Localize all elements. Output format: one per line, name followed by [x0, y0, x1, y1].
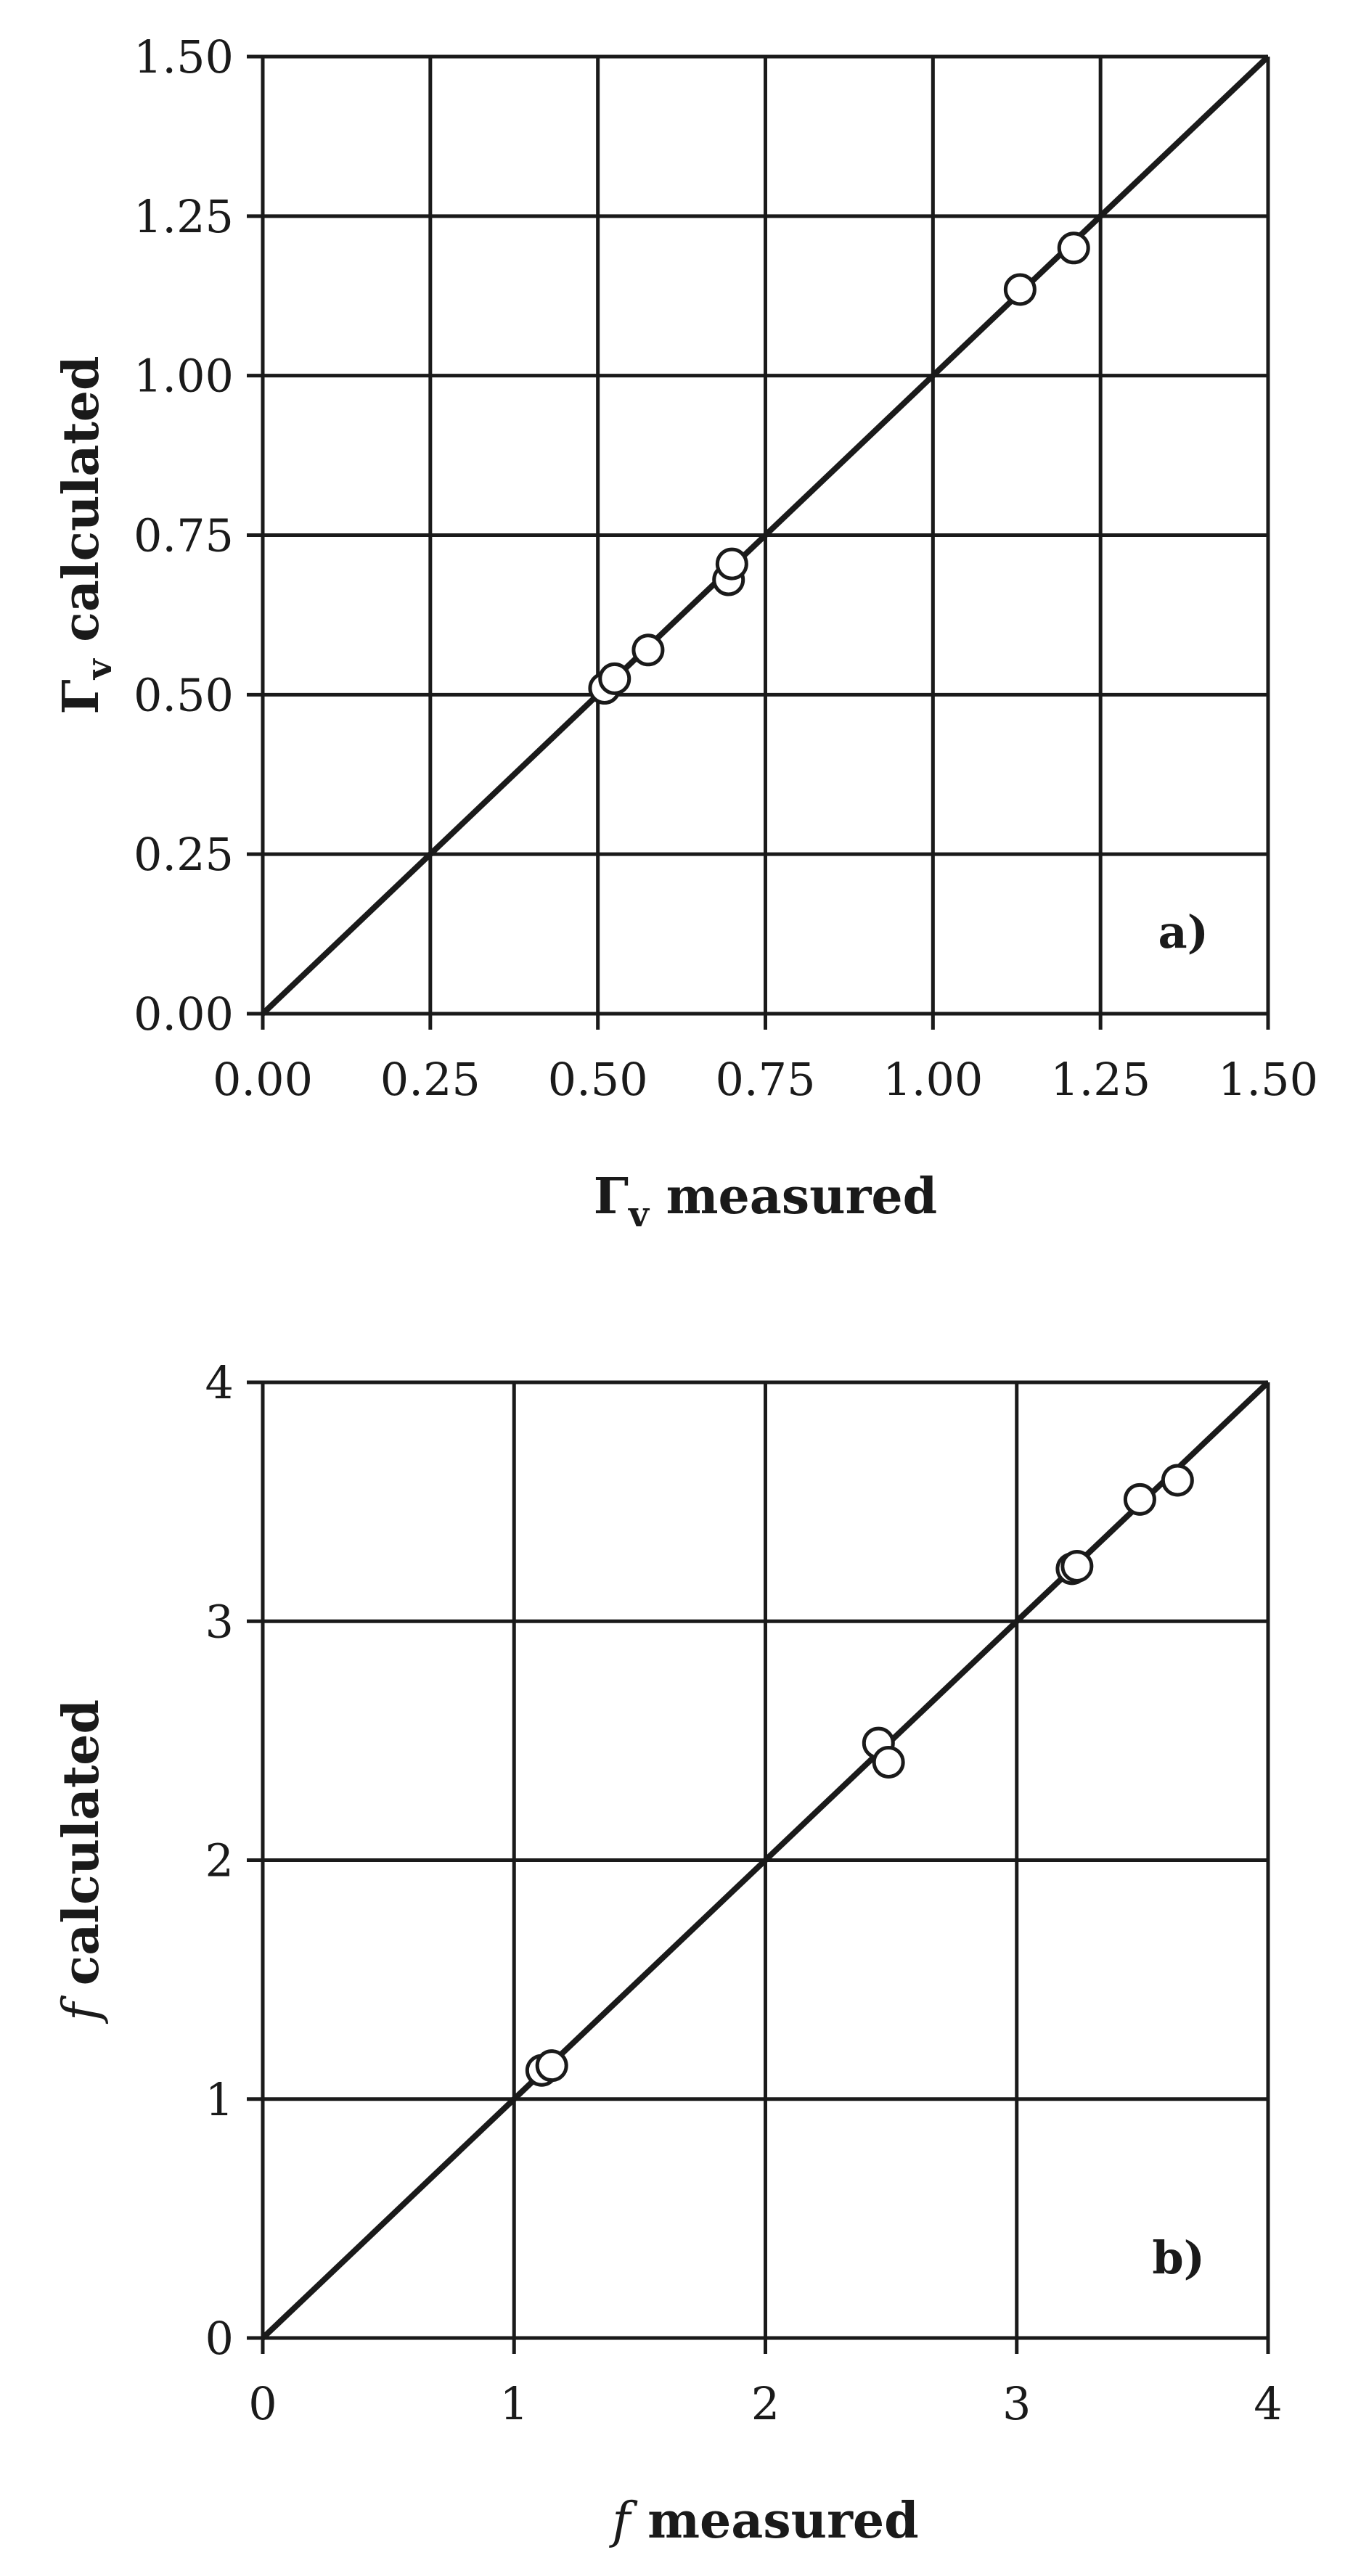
reference-line	[261, 1380, 1270, 2340]
data-point	[1003, 273, 1037, 306]
y-tick-label: 3	[205, 1595, 234, 1648]
data-point	[715, 547, 748, 581]
y-axis-title: Γv calculated	[52, 356, 120, 714]
y-tick-label: 0.75	[134, 509, 234, 562]
y-tick-label: 0.50	[134, 668, 234, 721]
y-tick-label: 0	[205, 2312, 234, 2365]
x-tick-label: 0	[248, 2377, 277, 2430]
x-tick-label: 4	[1254, 2377, 1282, 2430]
data-point	[1060, 1550, 1094, 1583]
y-tick-label: 0.00	[134, 988, 234, 1041]
data-point	[631, 633, 665, 667]
y-axis-title: f calculated	[52, 1699, 110, 2025]
data-point	[1057, 231, 1090, 265]
y-tick-label: 2	[205, 1834, 234, 1887]
x-tick-label: 0.25	[380, 1053, 481, 1106]
panel-label: a)	[1158, 906, 1209, 959]
y-tick-label: 1.50	[134, 30, 234, 83]
chart-panel-b: 00 1 1 2 2 3 3 4 4 b) f measured f calculated	[52, 1356, 1283, 2550]
x-tick-label: 1.25	[1050, 1053, 1150, 1106]
x-tick-label: 0.75	[715, 1053, 815, 1106]
x-axis-title: f measured	[608, 2492, 918, 2550]
y-tick-label: 0.25	[134, 828, 234, 881]
data-point	[1123, 1482, 1156, 1516]
x-tick-label: 2	[751, 2377, 780, 2430]
data-point	[872, 1746, 905, 1779]
x-tick-label: 1	[500, 2377, 528, 2430]
y-tick-label: 1.25	[134, 190, 234, 243]
x-tick-label: 1.00	[883, 1053, 983, 1106]
y-tick-label: 1	[205, 2073, 234, 2126]
data-point	[535, 2049, 568, 2083]
chart-panel-a: 0.00 0.00 0.25 0.25 0.50 0.50 0.75 0.75 1.00 1.00…	[52, 30, 1318, 1235]
panel-label: b)	[1152, 2231, 1205, 2284]
data-point	[1161, 1464, 1194, 1497]
data-point	[598, 662, 631, 695]
reference-line	[261, 54, 1270, 1016]
x-tick-label: 0.00	[213, 1053, 313, 1106]
x-tick-label: 0.50	[548, 1053, 648, 1106]
x-tick-label: 1.50	[1218, 1053, 1318, 1106]
x-tick-label: 3	[1002, 2377, 1031, 2430]
y-tick-label: 4	[205, 1356, 234, 1409]
x-axis-title: Γv measured	[594, 1168, 937, 1235]
y-tick-label: 1.00	[134, 350, 234, 403]
